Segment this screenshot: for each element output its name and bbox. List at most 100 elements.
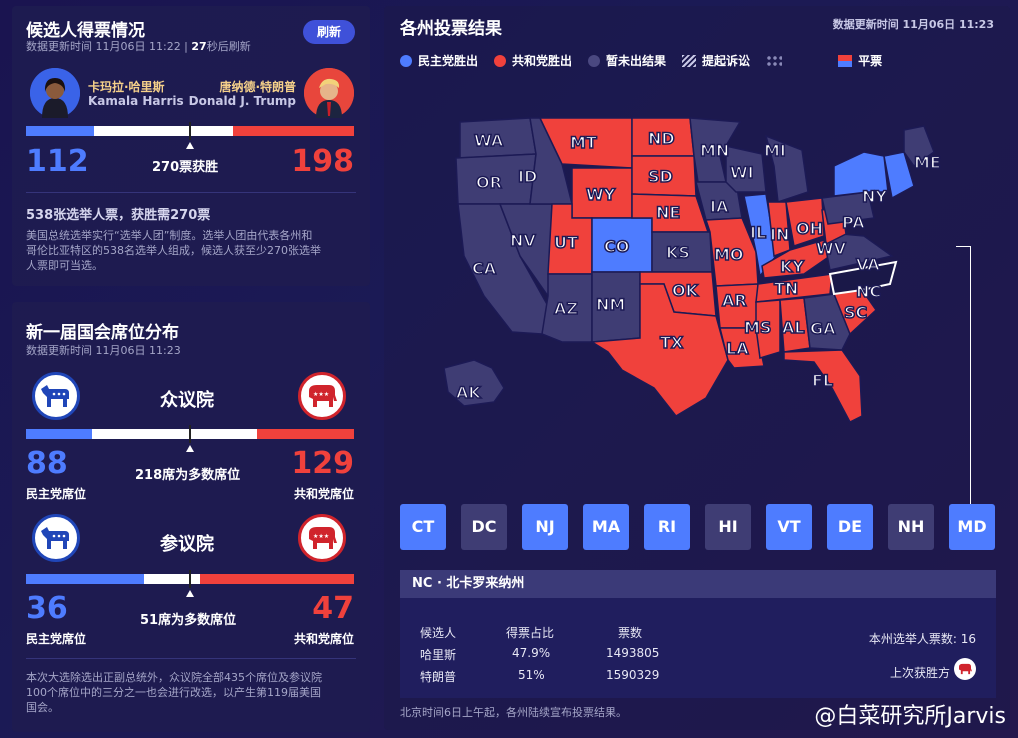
svg-text:★★★: ★★★ [313,533,329,540]
trump-vote-bar [233,126,354,136]
state-detail-header: NC · 北卡罗来纳州 [400,570,996,598]
state-fl [783,349,863,423]
map-updated: 数据更新时间 11月06日 11:23 [832,18,994,31]
threshold-arrow [186,142,194,149]
label-la: LA [726,339,749,358]
col-votes: 票数 [618,626,643,640]
label-ny: NY [862,187,887,206]
legend-dem[interactable]: 民主党胜出 [400,52,478,69]
label-ut: UT [554,233,578,252]
state-ga [803,293,851,351]
harris-name-cn: 卡玛拉·哈里斯 [88,80,165,94]
harris-avatar [30,68,80,118]
svg-text:★★★: ★★★ [313,391,329,398]
state-box-nh[interactable]: NH [888,504,934,550]
watermark: @白菜研究所Jarvis [814,704,1006,729]
map-footnote: 北京时间6日上午起，各州陆续宣布投票结果。 [400,706,627,719]
label-id: ID [518,167,537,186]
republican-elephant-icon: ★★★ [298,372,346,420]
map-panel: 各州投票结果 数据更新时间 11月06日 11:23 民主党胜出 共和党胜出 暂… [384,6,1010,730]
house-label: 众议院 [160,390,214,411]
senate-dem-seats: 36 [26,591,68,626]
state-box-md[interactable]: MD [949,504,995,550]
legend-rep-label: 共和党胜出 [512,54,573,68]
label-me: ME [914,153,941,172]
rep-dot-icon [494,54,507,67]
divider [26,658,356,659]
label-ca: CA [472,259,497,278]
label-al: AL [782,318,805,337]
dem-dot-icon [400,54,412,67]
legend-lawsuit[interactable]: 提起诉讼 [682,52,750,69]
win-threshold-label: 270票获胜 [152,160,219,175]
house-threshold-marker [189,425,191,443]
state-box-nj[interactable]: NJ [522,504,568,550]
senate-majority-label: 51席为多数席位 [140,613,237,628]
countdown-suffix: 秒后刷新 [206,40,251,53]
harris-name-en: Kamala Harris [88,94,184,108]
label-in: IN [770,225,789,244]
last-winner-label: 上次获胜方 [889,666,950,680]
state-box-hi[interactable]: HI [705,504,751,550]
senate-rep-label: 共和党席位 [293,632,354,646]
candidates-panel: 候选人得票情况 数据更新时间 11月06日 11:22 | 27秒后刷新 刷新 … [12,6,370,286]
state-mi [764,134,809,204]
harris-votes: 112 [26,144,89,179]
state-box-de[interactable]: DE [827,504,873,550]
label-az: AZ [554,299,578,318]
legend-pending[interactable]: 暂未出结果 [588,52,666,69]
summary-title: 538张选举人票，获胜需270票 [26,208,211,223]
house-majority-label: 218席为多数席位 [135,468,241,483]
label-sc: SC [844,303,867,322]
senate-threshold-arrow [186,590,194,597]
state-detail-body: 候选人 得票占比 票数 哈里斯 47.9% 1493805 特朗普 51% 15… [400,598,996,698]
updated-time: 数据更新时间 11月06日 11:22 | [26,40,188,53]
state-nc [828,260,898,296]
label-va: VA [856,255,880,274]
label-wa: WA [474,131,504,150]
congress-panel: 新一届国会席位分布 数据更新时间 11月06日 11:23 众议院 ★★★ 88… [12,302,370,732]
congress-title: 新一届国会席位分布 [26,323,179,343]
state-box-dc[interactable]: DC [461,504,507,550]
democrat-donkey-icon [32,372,80,420]
house-rep-bar [257,429,354,439]
label-pa: PA [842,213,865,232]
summary-line: 人票即可当选。 [26,259,103,272]
label-il: IL [750,223,766,242]
candidates-title: 候选人得票情况 [26,21,145,41]
countdown: 27 [191,40,207,53]
pending-dot-icon [588,54,601,67]
row-votes: 1493805 [606,646,660,660]
house-dem-label: 民主党席位 [26,487,87,501]
senate-dem-label: 民主党席位 [26,632,87,646]
candidates-updated: 数据更新时间 11月06日 11:22 | 27秒后刷新 [26,38,251,54]
label-ks: KS [666,243,690,262]
label-wi: WI [730,163,754,182]
summary-line: 美国总统选举实行“选举人团”制度。选举人团由代表各州和 [26,229,313,242]
label-mt: MT [570,133,597,152]
state-la [719,327,765,369]
label-co: CO [604,237,629,256]
democrat-donkey-icon [32,514,80,562]
label-mo: MO [714,245,744,264]
state-box-ma[interactable]: MA [583,504,629,550]
map-title: 各州投票结果 [400,19,502,39]
legend-rep[interactable]: 共和党胜出 [494,52,572,69]
refresh-button[interactable]: 刷新 [303,20,355,44]
label-mn: MN [700,141,729,160]
trump-avatar [304,68,354,118]
legend-unknown[interactable] [766,54,822,67]
label-nm: NM [596,295,625,314]
state-me [903,125,935,168]
legend-pending-label: 暂未出结果 [606,54,667,68]
electoral-votes: 本州选举人票数: 16 [868,632,976,646]
footer-line: 国会。 [26,701,59,714]
legend-tie[interactable]: 平票 [838,52,882,69]
row-candidate: 哈里斯 [420,648,457,662]
state-box-ri[interactable]: RI [644,504,690,550]
label-or: OR [476,173,502,192]
state-box-ct[interactable]: CT [400,504,446,550]
row-share: 47.9% [512,646,551,660]
state-box-vt[interactable]: VT [766,504,812,550]
label-tx: TX [660,333,684,352]
